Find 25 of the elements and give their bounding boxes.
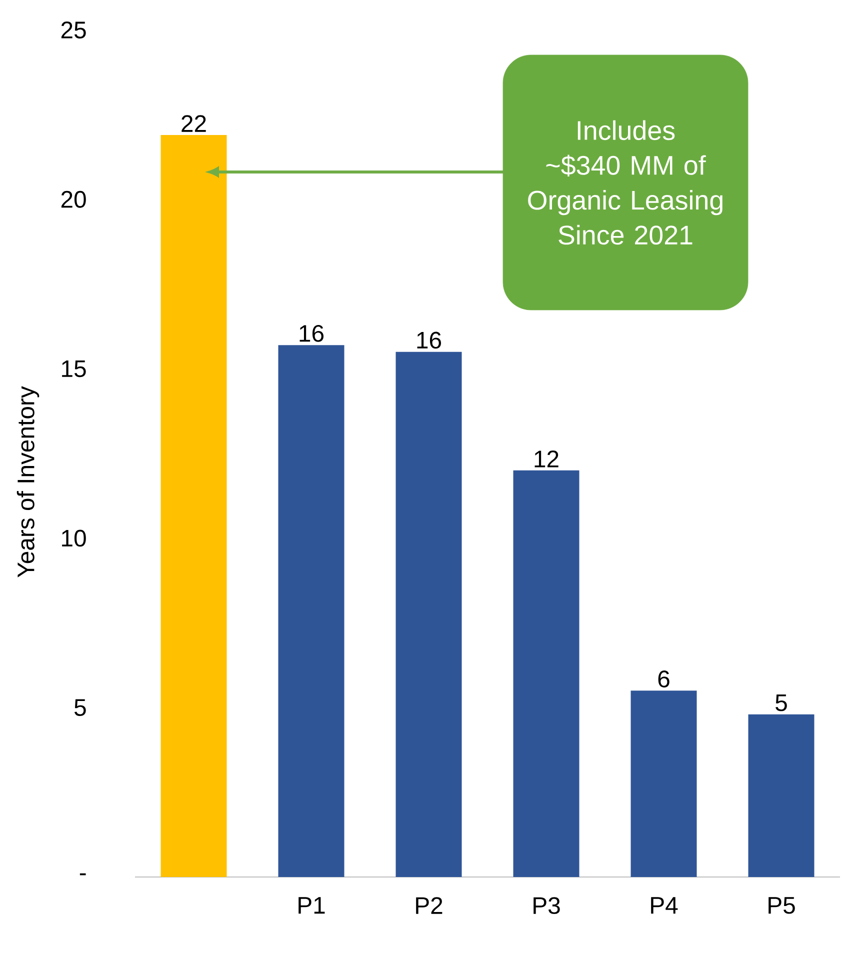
- x-tick-label: P1: [298, 897, 325, 914]
- bar: [748, 714, 814, 877]
- data-label: 16: [300, 324, 324, 342]
- x-tick-label: P2: [416, 897, 442, 914]
- y-tick-label: -: [80, 873, 86, 876]
- bar: [513, 470, 580, 877]
- bar: [160, 135, 227, 877]
- x-tick-label: P5: [768, 897, 795, 914]
- x-tick-label: P4: [651, 897, 678, 914]
- x-tick-label: P3: [534, 897, 560, 914]
- y-tick-label: 5: [74, 699, 86, 716]
- bar: [630, 690, 697, 877]
- bar: [278, 345, 344, 877]
- y-tick-label: 15: [62, 360, 86, 378]
- data-label: 6: [658, 670, 670, 688]
- data-label: 12: [534, 450, 558, 468]
- data-label: 16: [417, 332, 441, 349]
- y-axis-title: Years of Inventory: [16, 386, 40, 578]
- annotation: Includes ~$340 MM of Organic Leasing Since 2021: [528, 120, 722, 245]
- bar: [396, 352, 462, 877]
- y-tick-label: 10: [62, 530, 86, 547]
- data-label: 5: [776, 694, 787, 712]
- y-tick-label: 20: [61, 190, 86, 208]
- data-label: 22: [182, 115, 206, 132]
- y-tick-label: 25: [61, 22, 86, 38]
